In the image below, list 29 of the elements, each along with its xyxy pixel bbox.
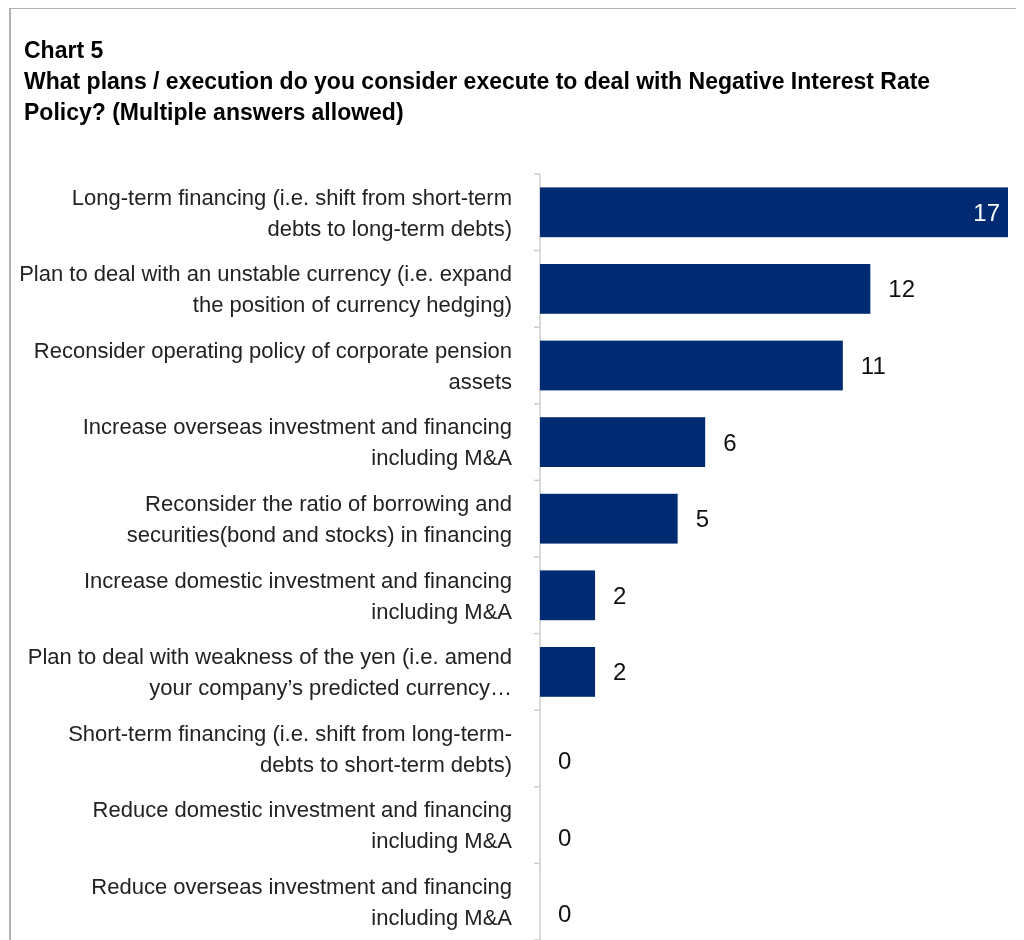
data-label: 0 [558,823,572,851]
y-tick-label: Reduce overseas investment and financing including M&A [91,873,513,930]
data-label: 11 [860,351,886,379]
text: Chart 5 [24,37,104,63]
y-tick-label: Plan to deal with an unstable currency (i.e. expand the position of currency hedging) [19,261,512,318]
bar [540,647,596,697]
bar [540,187,1008,238]
y-tick-label: Plan to deal with weakness of the yen (i.e. amend your company’s predicted currency… [27,644,512,701]
y-tick-label: Increase overseas investment and financing including M&A [82,414,513,471]
data-label: 0 [558,900,572,928]
data-label: 2 [613,581,627,609]
y-tick-label: Long-term financing (i.e. shift from short-term debts to long-term debts) [71,184,512,241]
data-label: 5 [695,505,710,533]
bar [540,340,843,391]
y-tick-label: Increase domestic investment and financing including M&A [83,567,513,624]
y-tick-label: Short-term financing (i.e. shift from long-term-debts to short-term debts) [68,720,512,777]
data-label: 6 [723,428,737,456]
chart-subtitle: What plans / execution do you consider execute to deal with Negative Interest Rate Policy? (Multiple answers allowed) [24,68,931,125]
bar [540,417,706,467]
data-label: 17 [973,198,1000,226]
bar [540,570,596,621]
data-label: 0 [558,746,572,774]
bar [540,264,871,314]
data-label: 2 [613,658,627,686]
data-label: 12 [888,275,916,303]
y-tick-label: Reconsider operating policy of corporate pension assets [33,337,512,394]
y-tick-label: Reduce domestic investment and financing including M&A [92,797,513,854]
bar [540,493,678,544]
y-tick-label: Reconsider the ratio of borrowing and securities(bond and stocks) in financing [126,490,512,547]
